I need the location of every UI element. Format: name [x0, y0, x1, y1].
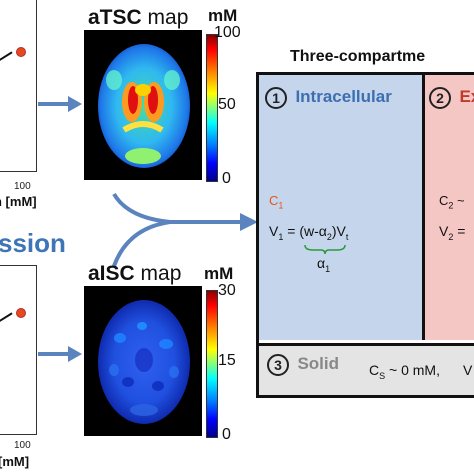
regression-plot-top — [0, 0, 37, 172]
atsc-map-image — [84, 30, 202, 180]
aisc-unit: mM — [204, 264, 234, 283]
atsc-tick-max: 100 — [214, 24, 241, 41]
extracellular-name: Ex — [459, 87, 474, 107]
alpha-1-label: α1 — [317, 255, 331, 274]
compartment-number-2: 2 — [429, 87, 451, 109]
data-point — [16, 47, 26, 57]
intracellular-volume-equation: V1 = (w-α2)Vt — [269, 223, 349, 242]
plot-bottom-xlabel: [mM] — [0, 454, 30, 469]
extracellular-volume-equation: V2 = — [439, 223, 466, 242]
compartment-intracellular: 1 Intracellular C1 V1 = (w-α2)Vt α1 — [259, 75, 425, 340]
intracellular-header: 1 Intracellular — [265, 87, 392, 109]
regression-line — [0, 51, 13, 67]
compartment-extracellular: 2 Ex C2 ~ V2 = — [425, 75, 474, 340]
solid-concentration: CS ~ 0 mM, — [369, 362, 440, 381]
atsc-colorbar — [206, 34, 218, 182]
underbrace — [304, 244, 346, 255]
three-compartment-model: 1 Intracellular C1 V1 = (w-α2)Vt α1 2 Ex… — [256, 72, 474, 398]
compartment-solid: 3 Solid CS ~ 0 mM, V — [259, 343, 474, 395]
atsc-tick-min: 0 — [222, 170, 231, 187]
regression-plot-bottom — [0, 265, 37, 435]
plot-top-xlabel: n [mM] — [0, 194, 37, 209]
compartment-number-1: 1 — [265, 87, 287, 109]
arrow-plot-to-aisc — [38, 346, 82, 362]
regression-line — [0, 312, 13, 328]
extracellular-concentration: C2 ~ — [439, 193, 465, 211]
aisc-tick-max: 30 — [218, 282, 236, 299]
aisc-colorbar — [206, 290, 218, 438]
data-point — [16, 308, 26, 318]
aisc-tick-mid: 15 — [218, 352, 236, 369]
model-title: Three-compartme — [290, 48, 426, 65]
extracellular-header: 2 Ex — [429, 87, 474, 109]
plot-bottom-x-tick: 100 — [14, 440, 31, 451]
atsc-unit: mM — [208, 6, 238, 25]
compartment-number-3: 3 — [267, 354, 289, 376]
atsc-map-title: aTSC map — [88, 6, 189, 29]
solid-header: 3 Solid — [267, 354, 339, 376]
solid-name: Solid — [297, 354, 340, 374]
arrow-plot-to-atsc — [38, 96, 82, 112]
aisc-map-image — [84, 286, 202, 436]
merge-arrow — [112, 192, 258, 267]
intracellular-concentration: C1 — [269, 193, 284, 211]
intracellular-name: Intracellular — [295, 87, 392, 107]
plot-top-x-tick: 100 — [14, 181, 31, 192]
aisc-map-title: aISC map — [88, 262, 182, 285]
section-label-regression: ssion — [0, 228, 66, 258]
solid-volume-label: V — [463, 362, 473, 378]
aisc-tick-min: 0 — [222, 426, 231, 443]
atsc-tick-mid: 50 — [218, 96, 236, 113]
